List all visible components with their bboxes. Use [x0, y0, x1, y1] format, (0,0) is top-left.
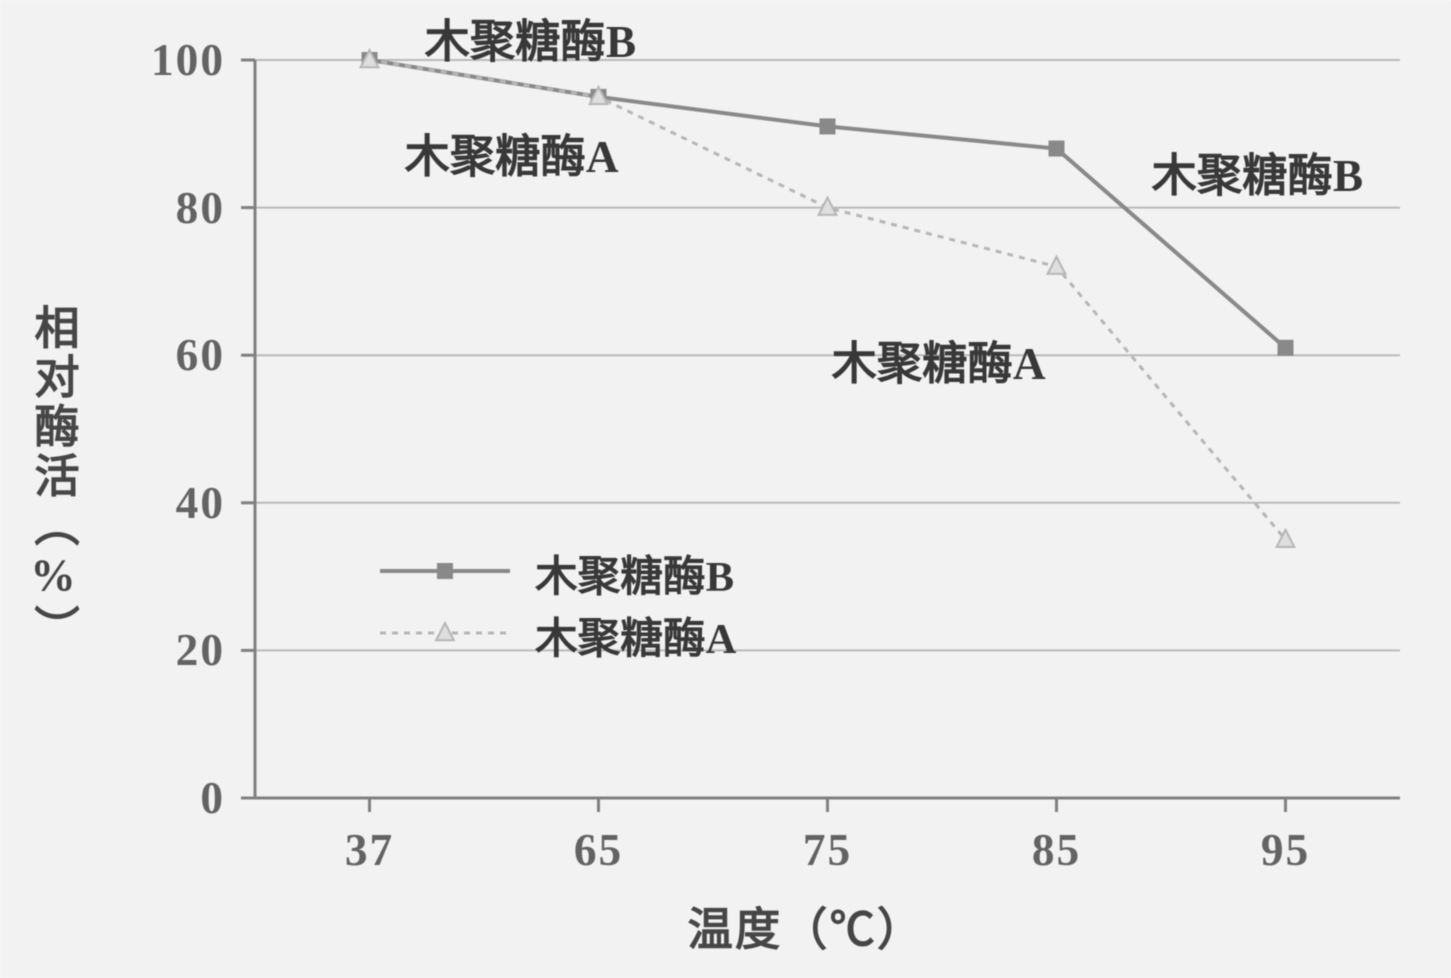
marker-B [438, 564, 452, 578]
y-tick-label: 40 [115, 477, 225, 529]
y-tick-label: 0 [115, 772, 225, 824]
marker-B [1050, 142, 1064, 156]
marker-A [1048, 257, 1066, 274]
x-tick-label: 85 [997, 824, 1117, 876]
y-tick-label: 60 [115, 329, 225, 381]
marker-B [821, 119, 835, 133]
x-tick-label: 65 [539, 824, 659, 876]
x-tick-label: 75 [768, 824, 888, 876]
x-tick-label: 37 [310, 824, 430, 876]
legend-label: 木聚糖酶B [535, 543, 734, 604]
marker-B [1279, 341, 1293, 355]
y-tick-label: 80 [115, 182, 225, 234]
marker-A [436, 623, 454, 640]
x-tick-label: 95 [1226, 824, 1346, 876]
annotation-label: 木聚糖酶B [1152, 139, 1364, 205]
annotation-label: 木聚糖酶A [405, 120, 619, 186]
y-tick-label: 100 [115, 34, 225, 86]
annotation-label: 木聚糖酶A [832, 327, 1046, 393]
legend-label: 木聚糖酶A [535, 605, 736, 666]
annotation-label: 木聚糖酶B [425, 5, 637, 71]
y-tick-label: 20 [115, 624, 225, 676]
chart-container: 相对酶活（%） 温度（℃） 0204060801003765758595木聚糖酶… [0, 0, 1451, 978]
